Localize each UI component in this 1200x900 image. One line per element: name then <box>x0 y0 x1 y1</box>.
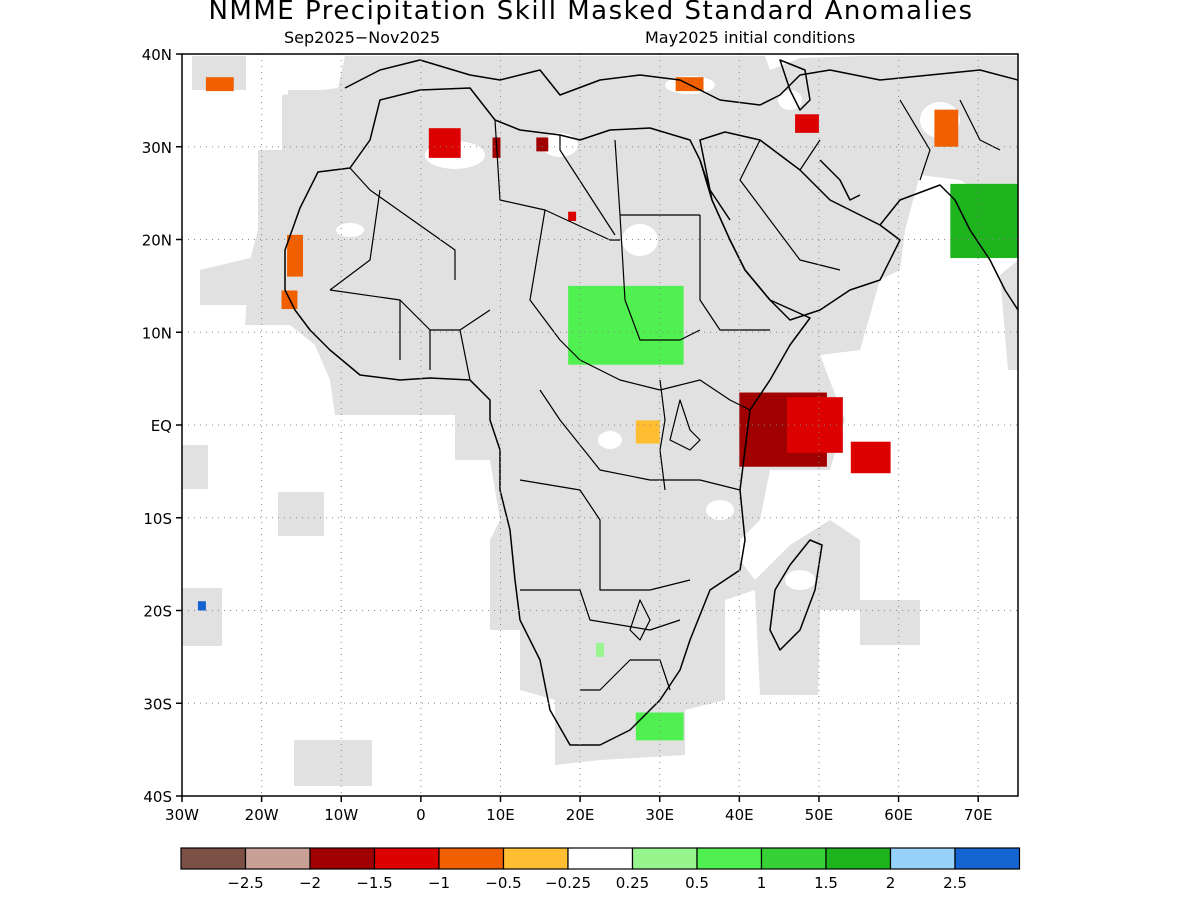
coastlines <box>284 59 1018 746</box>
colorbar-label: 1 <box>757 874 767 892</box>
colorbar-swatch <box>954 847 1021 870</box>
map-title: NMME Precipitation Skill Masked Standard… <box>208 0 974 26</box>
lon-tick-label: 10W <box>324 806 358 824</box>
colorbar-label: 2.5 <box>943 874 967 892</box>
colorbar-label: 2 <box>886 874 896 892</box>
colorbar-swatch <box>180 847 247 870</box>
lat-tick-label: EQ <box>151 417 172 435</box>
anomaly-morocco-dry <box>205 77 234 92</box>
colorbar-swatch <box>889 847 956 870</box>
colorbar-label: 1.5 <box>814 874 838 892</box>
lat-tick-label: 20N <box>142 232 172 250</box>
colorbar-swatch <box>760 847 827 870</box>
anomaly-congo-dry <box>635 420 660 444</box>
lat-tick-label: 20S <box>143 603 172 621</box>
colorbar-label: −2 <box>299 874 321 892</box>
colorbar-label: 0.25 <box>616 874 649 892</box>
lat-tick-label: 10N <box>142 324 172 342</box>
colorbar-label: −2.5 <box>227 874 263 892</box>
colorbar-label: −0.25 <box>545 874 591 892</box>
anomaly-india-wet <box>950 183 1018 259</box>
lon-tick-label: 60E <box>884 806 913 824</box>
lon-tick-label: 20E <box>566 806 595 824</box>
anomaly-libya-dry-2 <box>536 137 549 152</box>
colorbar-swatch <box>244 847 311 870</box>
anomaly-algeria-dry <box>428 128 461 158</box>
colorbar-swatch <box>309 847 376 870</box>
lat-lon-grid <box>182 54 1018 796</box>
colorbar-swatch <box>502 847 569 870</box>
anomaly-indian-ocean-dry <box>850 441 891 474</box>
initial-conditions-subtitle: May2025 initial conditions <box>645 28 856 47</box>
colorbar-label: −1 <box>428 874 450 892</box>
lon-tick-label: 10E <box>486 806 515 824</box>
anomaly-sahel-sudan-wet <box>568 285 684 365</box>
anomaly-iran-dry <box>795 114 819 133</box>
lon-tick-label: 50E <box>805 806 834 824</box>
lon-tick-label: 40E <box>725 806 754 824</box>
anomaly-mauritania-coast-dry <box>287 234 304 277</box>
colorbar-swatch <box>696 847 763 870</box>
colorbar-swatch <box>438 847 505 870</box>
lat-tick-label: 30N <box>142 139 172 157</box>
skill-mask <box>182 56 1018 786</box>
colorbar-label: 0.5 <box>685 874 709 892</box>
lon-tick-label: 20W <box>245 806 279 824</box>
lon-tick-label: 0 <box>416 806 426 824</box>
colorbar-swatch <box>631 847 698 870</box>
colorbar-swatch <box>567 847 634 870</box>
colorbar-label: −1.5 <box>356 874 392 892</box>
lat-tick-label: 30S <box>143 695 172 713</box>
colorbar-swatch <box>825 847 892 870</box>
lat-tick-label: 40S <box>143 788 172 806</box>
lat-tick-label: 10S <box>143 510 172 528</box>
season-subtitle: Sep2025−Nov2025 <box>284 28 441 47</box>
lon-tick-label: 30E <box>645 806 674 824</box>
anomaly-afghanistan-dry <box>934 109 959 147</box>
anomaly-atlantic-island-wet <box>197 601 206 611</box>
lon-tick-label: 70E <box>964 806 993 824</box>
anomaly-chad-dry <box>568 211 577 221</box>
anomaly-botswana-wet <box>596 642 604 657</box>
anomaly-kenya-coast-dry <box>787 397 843 453</box>
lat-tick-label: 40N <box>142 46 172 64</box>
lon-tick-label: 30W <box>165 806 199 824</box>
colorbar-swatch <box>373 847 440 870</box>
colorbar-label: −0.5 <box>485 874 521 892</box>
